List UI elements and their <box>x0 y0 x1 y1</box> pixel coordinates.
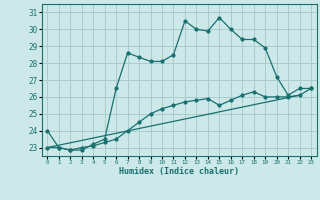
X-axis label: Humidex (Indice chaleur): Humidex (Indice chaleur) <box>119 167 239 176</box>
